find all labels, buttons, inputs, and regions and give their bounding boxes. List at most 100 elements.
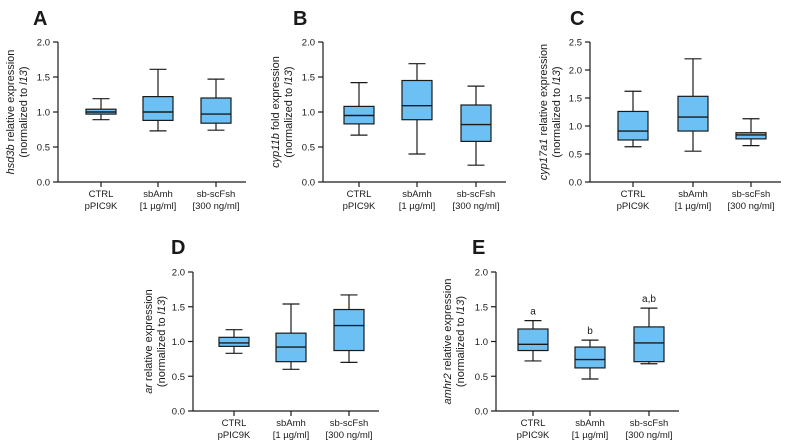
box-1: [85, 98, 117, 121]
x-category-sublabel: [300 ng/ml]: [193, 201, 240, 212]
box-3: a,b: [633, 294, 665, 365]
label-text: relative expression: [143, 289, 155, 384]
y-tick-label: 2.5: [569, 38, 582, 49]
x-category-sublabel: [300 ng/ml]: [453, 201, 500, 212]
y-axis-label: hsd3b relative expression: [5, 50, 17, 175]
x-category-label: sb-scFsh: [330, 418, 369, 429]
y-axis-label-line2: (normalized to l13): [18, 66, 30, 157]
panel-letter: C: [570, 8, 584, 30]
box-2: [275, 303, 307, 370]
label-text: ): [18, 66, 30, 70]
y-tick-label: 1.5: [569, 94, 582, 105]
y-tick-label: 1.5: [37, 73, 50, 84]
x-category-sublabel: pPIC9K: [218, 430, 251, 441]
box-iqr: [401, 79, 433, 121]
x-category-label: sb-scFsh: [457, 189, 496, 200]
y-tick-label: 2.0: [475, 268, 488, 279]
box-3: [735, 118, 767, 147]
box-3: [333, 294, 365, 363]
x-category-label: CTRL: [89, 189, 114, 200]
x-category-label: sb-scFsh: [630, 418, 669, 429]
significance-label: a,b: [642, 294, 656, 305]
box-iqr: [218, 336, 250, 347]
y-axis-label-line2: (normalized to l13): [455, 296, 467, 387]
x-category-label: sb-scFsh: [732, 189, 771, 200]
box-iqr: [517, 328, 549, 352]
box-3: [200, 78, 232, 131]
y-tick-label: 0.0: [302, 178, 315, 189]
box-iqr: [142, 95, 174, 121]
y-tick-label: 1.5: [302, 73, 315, 84]
label-text: (normalized to: [551, 85, 563, 158]
box-2: [142, 68, 174, 132]
gene-name: hsd3b: [5, 144, 17, 174]
panel-letter: D: [171, 237, 185, 259]
label-text: ): [551, 66, 563, 70]
gene-name: l13: [551, 69, 563, 85]
box-1: a: [517, 307, 549, 362]
x-category-label: CTRL: [347, 189, 372, 200]
x-category-sublabel: pPIC9K: [517, 430, 550, 441]
y-tick-label: 0.0: [172, 407, 185, 418]
gene-name: l13: [18, 69, 30, 85]
y-tick-label: 1.0: [475, 337, 488, 348]
box-iqr: [735, 132, 767, 140]
gene-name: ar: [143, 383, 155, 394]
gene-name: cyp11b: [270, 133, 282, 168]
y-tick-label: 0.0: [569, 178, 582, 189]
x-category-label: sbAmh: [575, 418, 605, 429]
y-tick-label: 1.0: [37, 108, 50, 119]
box-iqr: [633, 326, 665, 363]
y-axis-label: ar relative expression: [143, 289, 155, 394]
x-category-sublabel: [300 ng/ml]: [326, 430, 373, 441]
x-category-sublabel: pPIC9K: [617, 201, 650, 212]
y-axis-label-line2: (normalized to l13): [551, 66, 563, 157]
panel-letter: A: [33, 8, 47, 30]
x-category-label: sbAmh: [402, 189, 432, 200]
y-tick-label: 0.0: [475, 407, 488, 418]
label-text: (normalized to: [156, 314, 168, 387]
gene-name: amhr2: [442, 373, 454, 404]
box-iqr: [460, 104, 492, 143]
label-text: (normalized to: [455, 314, 467, 387]
y-tick-label: 1.0: [172, 337, 185, 348]
x-category-label: sb-scFsh: [197, 189, 236, 200]
label-text: ): [156, 296, 168, 300]
y-axis-label: cyp17a1 relative expression: [538, 44, 550, 180]
x-category-label: CTRL: [521, 418, 546, 429]
x-category-label: sbAmh: [143, 189, 173, 200]
box-2: [401, 63, 433, 155]
box-2: [677, 58, 709, 152]
gene-name: l13: [283, 69, 295, 85]
label-text: ): [283, 66, 295, 70]
y-tick-label: 0.5: [302, 143, 315, 154]
y-tick-label: 1.5: [172, 302, 185, 313]
y-tick-label: 2.0: [302, 38, 315, 49]
y-axis-label: cyp11b fold expression: [270, 56, 282, 168]
y-axis-label-line2: (normalized to l13): [156, 296, 168, 387]
label-text: relative expression: [442, 279, 454, 374]
x-category-sublabel: [1 µg/ml]: [140, 201, 177, 212]
x-category-label: CTRL: [222, 418, 247, 429]
y-tick-label: 2.0: [37, 38, 50, 49]
label-text: (normalized to: [18, 85, 30, 158]
y-tick-label: 0.5: [37, 143, 50, 154]
x-category-sublabel: [1 µg/ml]: [399, 201, 436, 212]
x-category-sublabel: pPIC9K: [85, 201, 118, 212]
y-tick-label: 0.5: [569, 150, 582, 161]
panel-letter: E: [472, 237, 485, 259]
x-category-label: CTRL: [621, 189, 646, 200]
box-1: [617, 90, 649, 148]
box-3: [460, 85, 492, 166]
box-iqr: [617, 110, 649, 141]
y-axis-label: amhr2 relative expression: [442, 279, 454, 405]
box-iqr: [200, 97, 232, 124]
gene-name: l13: [156, 299, 168, 315]
significance-label: b: [587, 326, 593, 337]
y-tick-label: 2.0: [172, 268, 185, 279]
x-category-sublabel: [1 µg/ml]: [572, 430, 609, 441]
y-tick-label: 1.0: [569, 122, 582, 133]
